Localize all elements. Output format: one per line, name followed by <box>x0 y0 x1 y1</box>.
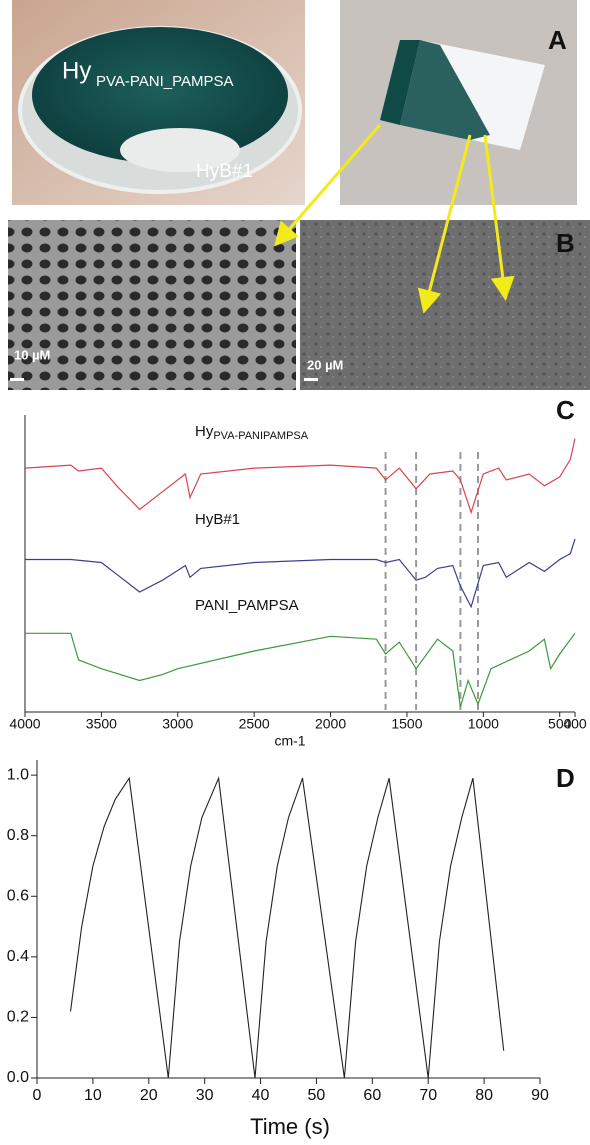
x-tick-label: 3000 <box>162 716 193 732</box>
hydrogel-label: Hy <box>62 57 91 84</box>
spectrum-line <box>25 538 576 609</box>
panel-label: A <box>548 25 567 55</box>
photo-dish: Hy PVA-PANI_PAMPSA HyB#1 <box>12 0 305 205</box>
sem-scale: 20 µM <box>307 357 343 372</box>
bilayer-label: HyB#1 <box>196 161 253 182</box>
y-tick-label: 0.8 <box>7 827 29 844</box>
x-tick-label: 60 <box>363 1087 381 1104</box>
photo-bilayer <box>340 0 577 205</box>
series-label: HyB#1 <box>195 511 240 528</box>
x-tick-label: 90 <box>531 1087 549 1104</box>
y-tick-label: 0.4 <box>7 948 29 965</box>
y-tick-label: 0.6 <box>7 888 29 905</box>
series-label: PANI_PAMPSA <box>195 597 299 614</box>
hydrogel-label-sub: PVA-PANI_PAMPSA <box>96 73 234 90</box>
x-tick-label: 2500 <box>239 716 270 732</box>
panel-label: C <box>556 395 575 425</box>
x-tick-label: 80 <box>475 1087 493 1104</box>
spectrum-line <box>25 632 576 708</box>
series-label: HyPVA-PANIPAMPSA <box>195 423 309 442</box>
data-line <box>69 776 505 1079</box>
x-tick-label: 2000 <box>315 716 346 732</box>
spectrum-line <box>24 438 576 515</box>
x-tick-label: 500 <box>548 716 572 732</box>
y-tick-label: 0.0 <box>7 1069 29 1086</box>
x-tick-label: 1500 <box>391 716 422 732</box>
x-tick-label: 0 <box>33 1087 42 1104</box>
x-tick-label: 4000 <box>9 716 40 732</box>
x-axis-label: cm-1 <box>274 733 305 749</box>
x-tick-label: 400 <box>563 716 587 732</box>
x-tick-label: 20 <box>140 1087 158 1104</box>
x-tick-label: 30 <box>196 1087 214 1104</box>
x-axis-label: Time (s) <box>250 1114 330 1139</box>
x-tick-label: 10 <box>84 1087 102 1104</box>
sem-images: 10 µM 20 µM <box>8 220 590 390</box>
panel-label: D <box>556 763 575 793</box>
series-label-sub: PVA-PANIPAMPSA <box>213 430 308 442</box>
x-tick-label: 40 <box>252 1087 270 1104</box>
arrows <box>274 124 515 314</box>
x-tick-label: 70 <box>419 1087 437 1104</box>
y-tick-label: 1.0 <box>7 766 29 783</box>
x-tick-label: 1000 <box>468 716 499 732</box>
x-tick-label: 50 <box>308 1087 326 1104</box>
sem-scale: 10 µM <box>14 347 50 362</box>
y-tick-label: 0.2 <box>7 1009 29 1026</box>
panel-label: B <box>556 228 575 258</box>
x-tick-label: 3500 <box>86 716 117 732</box>
